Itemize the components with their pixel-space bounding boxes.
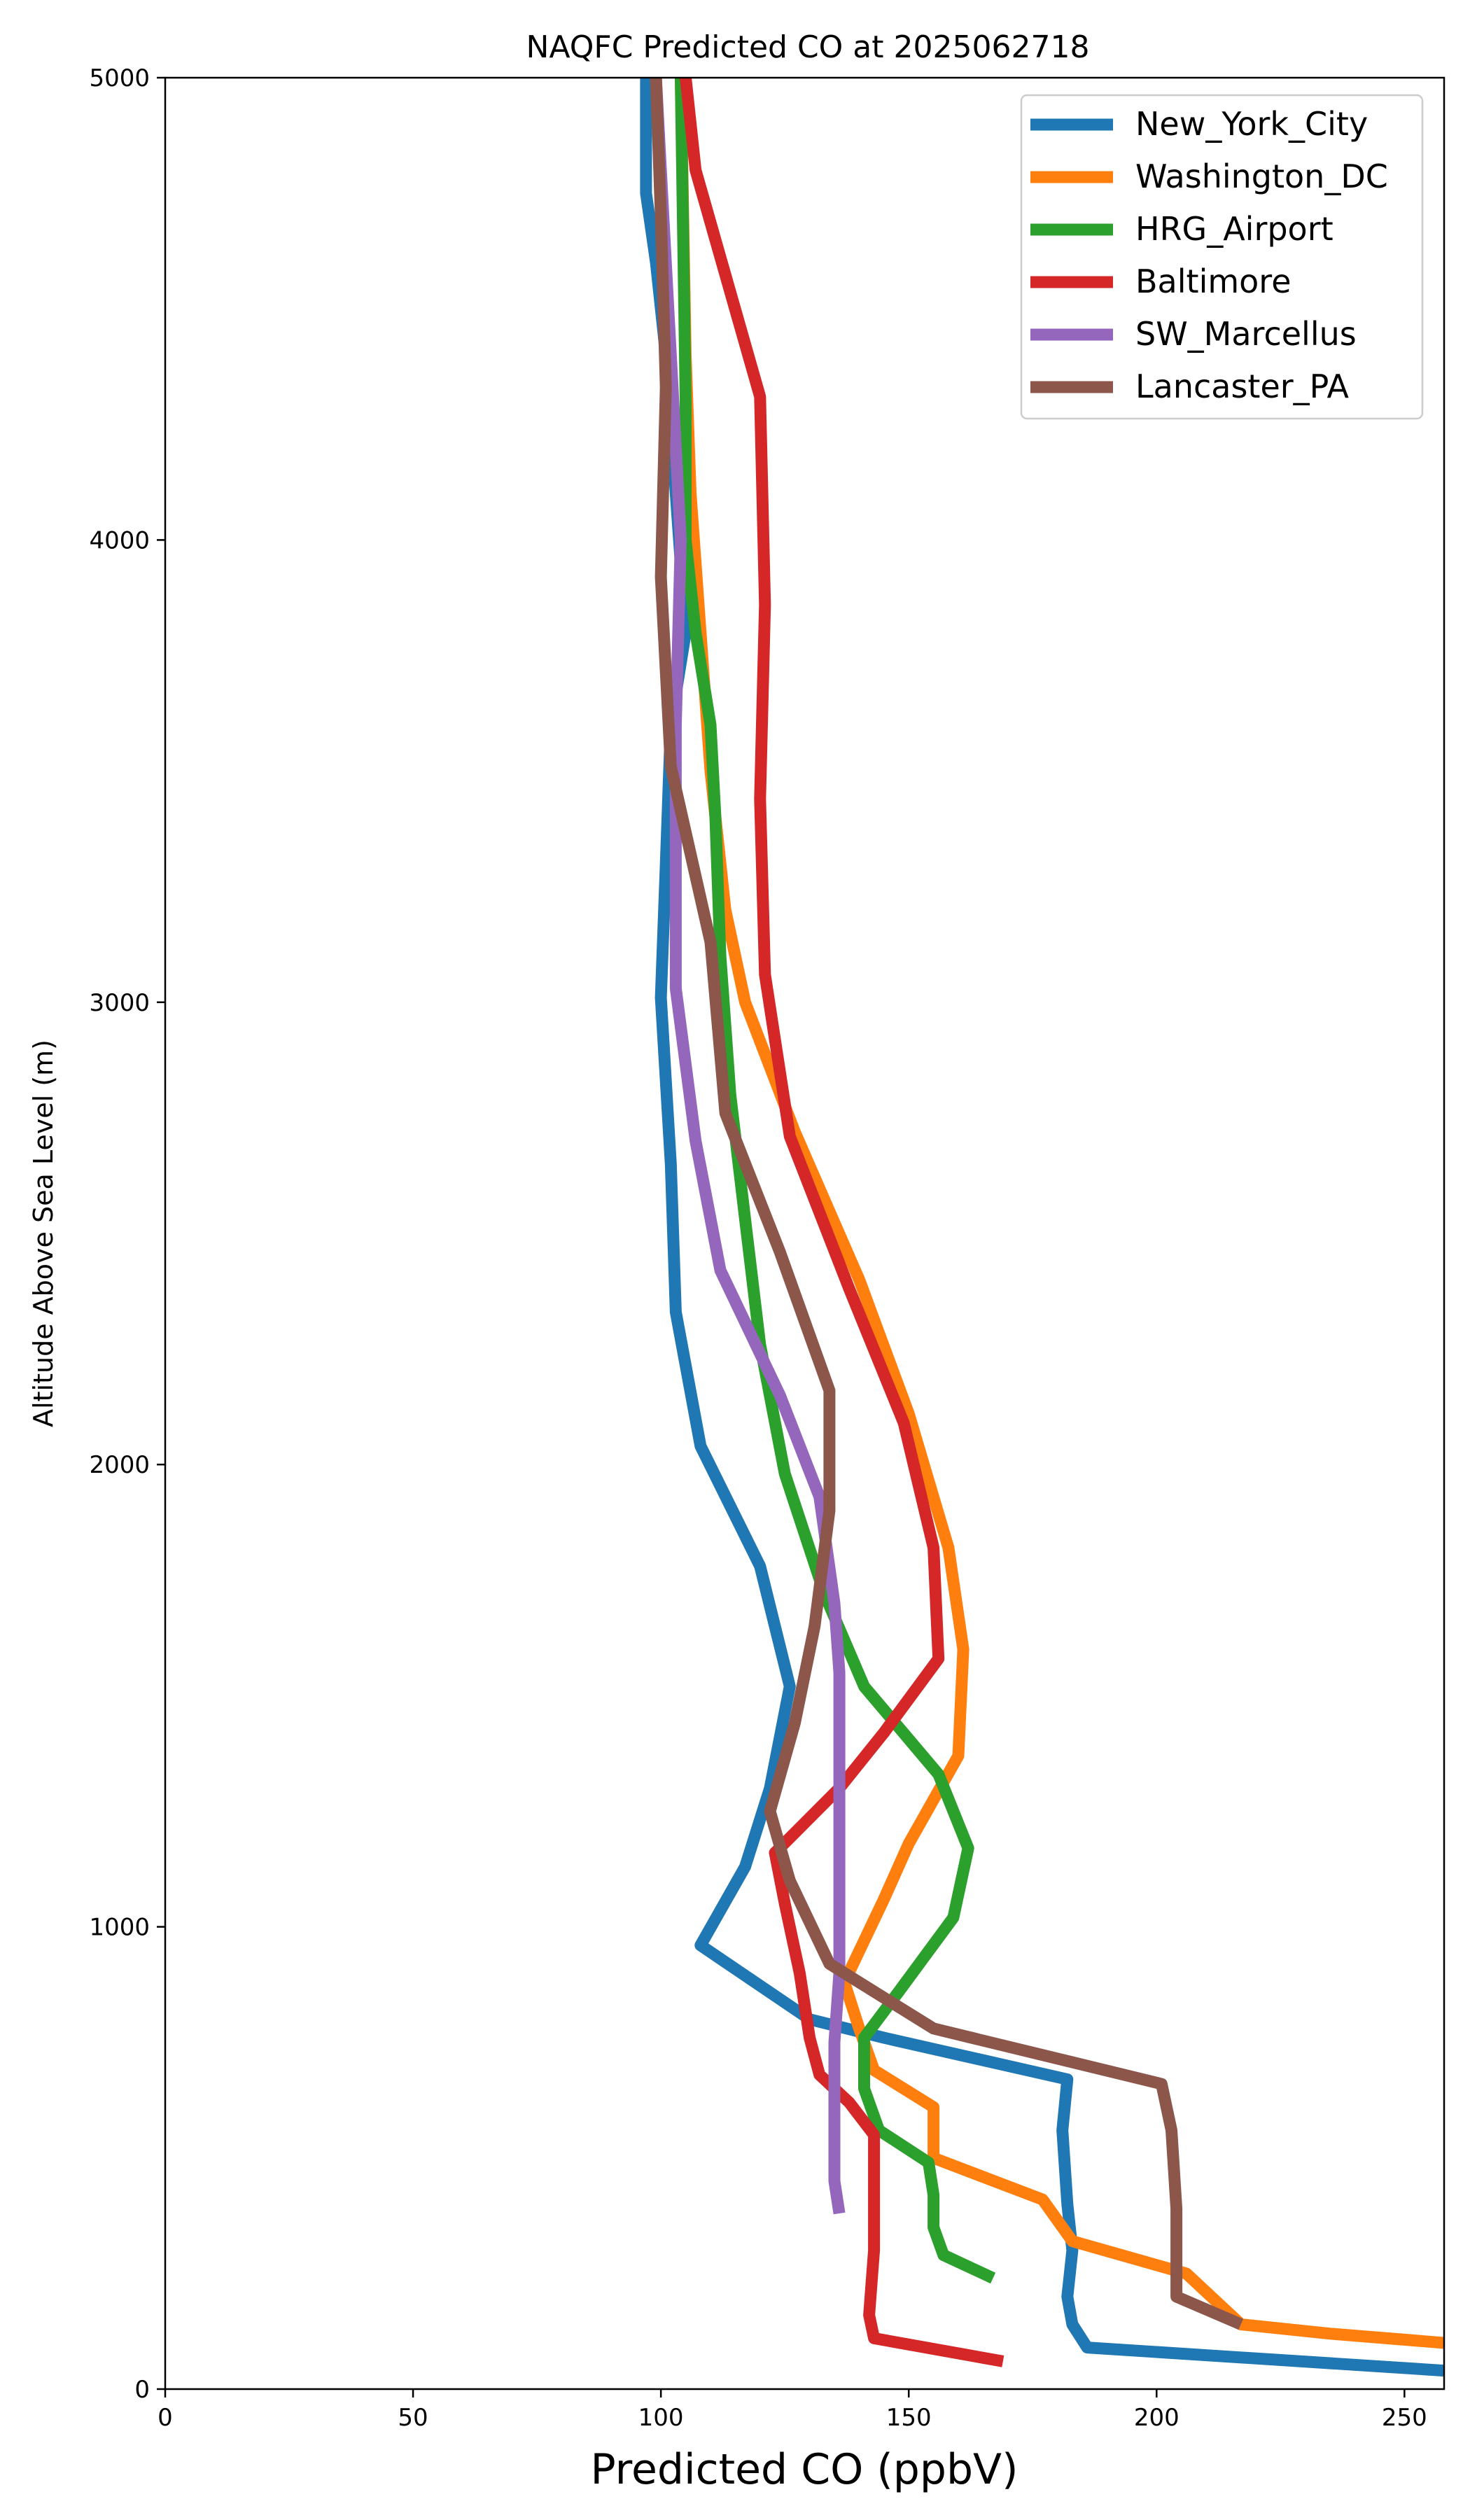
plot-frame [164, 76, 1446, 2390]
y-axis-ticks: 0 1000 2000 3000 4000 5000 [89, 64, 165, 2404]
y-tick-label: 4000 [89, 526, 150, 554]
x-tick-label: 250 [1382, 2404, 1427, 2432]
x-tick-label: 100 [638, 2404, 684, 2432]
series-line-lancaster-pa [650, 78, 1244, 2330]
legend-label: Washington_DC [1135, 158, 1388, 195]
legend-box [1020, 94, 1424, 420]
y-tick-label: 0 [134, 2376, 150, 2404]
y-tick-label: 2000 [89, 1451, 150, 1479]
x-axis-ticks: 0 50 100 150 200 250 [158, 2389, 1427, 2432]
x-axis-label: Predicted CO (ppbV) [590, 2445, 1018, 2494]
chart-title: NAQFC Predicted CO at 2025062718 [526, 29, 1090, 65]
legend-label: SW_Marcellus [1135, 315, 1357, 353]
x-tick-label: 200 [1134, 2404, 1180, 2432]
y-tick-label: 3000 [89, 989, 150, 1017]
y-tick-label: 5000 [89, 64, 150, 92]
legend-label: HRG_Airport [1135, 210, 1334, 248]
x-tick-label: 50 [398, 2404, 428, 2432]
legend: New_York_City Washington_DC HRG_Airport Bal… [1020, 94, 1424, 420]
series-line-sw-marcellus [650, 78, 846, 2215]
x-tick-label: 0 [158, 2404, 173, 2432]
legend-label: Lancaster_PA [1135, 368, 1349, 405]
y-axis-label: Altitude Above Sea Level (m) [28, 1040, 59, 1427]
legend-label: New_York_City [1135, 105, 1368, 143]
series-line-hrg-airport [675, 78, 996, 2284]
series-lines [640, 78, 1444, 2377]
x-tick-label: 150 [886, 2404, 932, 2432]
legend-label: Baltimore [1135, 262, 1292, 300]
y-tick-label: 1000 [89, 1914, 150, 1942]
